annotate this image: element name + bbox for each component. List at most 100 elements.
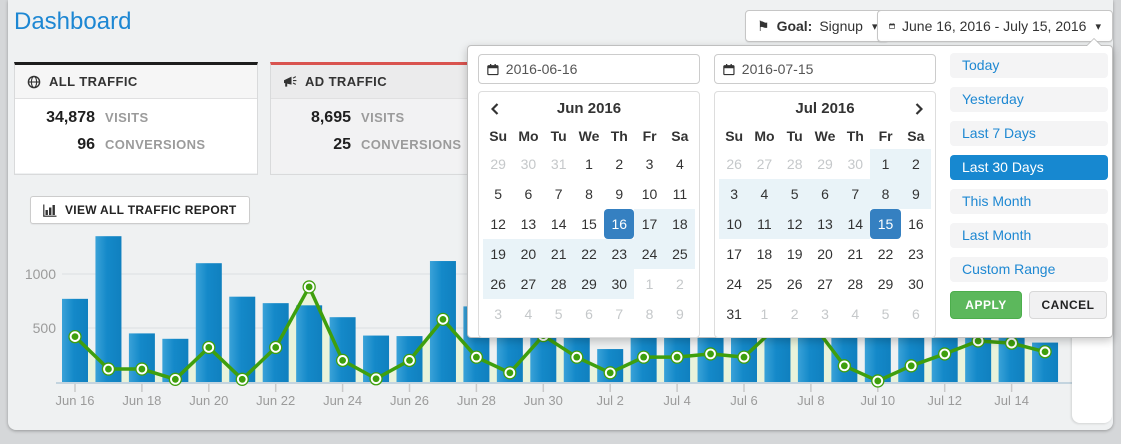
calendar-day[interactable]: 24 — [634, 239, 665, 269]
calendar-day[interactable]: 16 — [908, 216, 924, 232]
calendar-day[interactable]: 18 — [756, 246, 773, 262]
calendar-day[interactable]: 30 — [847, 156, 864, 172]
calendar-day[interactable]: 4 — [749, 179, 780, 209]
calendar-day[interactable]: 11 — [749, 209, 780, 239]
calendar-day[interactable]: 30 — [604, 269, 635, 299]
calendar-day[interactable]: 4 — [675, 156, 684, 172]
calendar-day[interactable]: 28 — [847, 276, 864, 292]
calendar-day[interactable]: 6 — [524, 186, 533, 202]
calendar-day[interactable]: 28 — [543, 269, 574, 299]
cancel-button[interactable]: CANCEL — [1029, 291, 1107, 319]
view-all-traffic-report-button[interactable]: VIEW ALL TRAFFIC REPORT — [30, 196, 250, 224]
calendar-day[interactable]: 26 — [786, 276, 803, 292]
calendar-day[interactable]: 5 — [779, 179, 810, 209]
preset-last-7-days[interactable]: Last 7 Days — [950, 121, 1108, 146]
calendar-day[interactable]: 14 — [840, 209, 871, 239]
calendar-day[interactable]: 5 — [554, 306, 563, 322]
calendar-day[interactable]: 5 — [881, 306, 890, 322]
calendar-day[interactable]: 22 — [877, 246, 894, 262]
calendar-day[interactable]: 14 — [550, 216, 567, 232]
calendar-day[interactable]: 25 — [756, 276, 773, 292]
calendar-day[interactable]: 12 — [779, 209, 810, 239]
calendar-day[interactable]: 28 — [786, 156, 803, 172]
calendar-day[interactable]: 11 — [672, 186, 688, 202]
calendar-day[interactable]: 26 — [483, 269, 514, 299]
calendar-day[interactable]: 15 — [870, 209, 901, 239]
calendar-day[interactable]: 9 — [675, 306, 684, 322]
apply-button[interactable]: APPLY — [950, 291, 1022, 319]
calendar-day[interactable]: 13 — [520, 216, 537, 232]
calendar-day[interactable]: 26 — [726, 156, 742, 172]
calendar-day[interactable]: 7 — [615, 306, 624, 322]
calendar-day[interactable]: 27 — [756, 156, 773, 172]
calendar-day[interactable]: 4 — [524, 306, 533, 322]
calendar-day[interactable]: 21 — [847, 246, 864, 262]
calendar-day[interactable]: 25 — [664, 239, 695, 269]
calendar-day[interactable]: 15 — [581, 216, 597, 232]
calendar-day[interactable]: 6 — [809, 179, 841, 209]
preset-last-month[interactable]: Last Month — [950, 223, 1108, 248]
calendar-day[interactable]: 3 — [494, 306, 503, 322]
calendar-day[interactable]: 30 — [908, 276, 924, 292]
calendar-day[interactable]: 6 — [911, 306, 920, 322]
calendar-day[interactable]: 8 — [870, 179, 901, 209]
calendar-day[interactable]: 2 — [790, 306, 799, 322]
calendar-day[interactable]: 31 — [550, 156, 567, 172]
calendar-day[interactable]: 4 — [851, 306, 860, 322]
calendar-day[interactable]: 10 — [719, 209, 750, 239]
calendar-day[interactable]: 7 — [554, 186, 563, 202]
calendar-day[interactable]: 10 — [641, 186, 658, 202]
all-traffic-card[interactable]: ALL TRAFFIC 34,878 VISITS 96 CONVERSIONS — [14, 62, 258, 175]
calendar-day[interactable]: 3 — [821, 306, 829, 322]
calendar-day[interactable]: 1 — [760, 306, 769, 322]
calendar-day[interactable]: 27 — [513, 269, 544, 299]
preset-today[interactable]: Today — [950, 53, 1108, 78]
calendar-day[interactable]: 23 — [908, 246, 924, 262]
calendar-day[interactable]: 2 — [900, 149, 931, 179]
start-date-input[interactable] — [505, 61, 691, 77]
daterange-dropdown-button[interactable]: June 16, 2016 - July 15, 2016 ▾ — [877, 10, 1113, 42]
calendar-day[interactable]: 19 — [786, 246, 803, 262]
calendar-day[interactable]: 2 — [675, 276, 684, 292]
calendar-day[interactable]: 19 — [483, 239, 514, 269]
calendar-day[interactable]: 29 — [877, 276, 894, 292]
calendar-day[interactable]: 17 — [726, 246, 742, 262]
calendar-day[interactable]: 30 — [520, 156, 537, 172]
next-month-button[interactable] — [909, 95, 929, 123]
calendar-day[interactable]: 18 — [664, 209, 695, 239]
calendar-day[interactable]: 9 — [615, 186, 624, 202]
calendar-day[interactable]: 29 — [573, 269, 605, 299]
calendar-day[interactable]: 20 — [817, 246, 833, 262]
calendar-day[interactable]: 5 — [494, 186, 503, 202]
goal-dropdown-button[interactable]: ⚑ Goal: Signup ▾ — [745, 10, 890, 42]
calendar-day[interactable]: 27 — [817, 276, 833, 292]
calendar-day[interactable]: 9 — [900, 179, 931, 209]
calendar-day[interactable]: 16 — [604, 209, 635, 239]
prev-month-button[interactable] — [485, 95, 505, 123]
calendar-day[interactable]: 23 — [604, 239, 635, 269]
calendar-day[interactable]: 6 — [585, 306, 593, 322]
calendar-day[interactable]: 13 — [809, 209, 841, 239]
calendar-day[interactable]: 29 — [817, 156, 833, 172]
preset-yesterday[interactable]: Yesterday — [950, 87, 1108, 112]
calendar-day[interactable]: 3 — [719, 179, 750, 209]
calendar-day[interactable]: 8 — [585, 186, 593, 202]
calendar-day[interactable]: 12 — [490, 216, 506, 232]
calendar-day[interactable]: 1 — [585, 156, 593, 172]
calendar-day[interactable]: 8 — [645, 306, 654, 322]
calendar-day[interactable]: 17 — [634, 209, 665, 239]
calendar-day[interactable]: 20 — [513, 239, 544, 269]
calendar-day[interactable]: 24 — [726, 276, 742, 292]
calendar-day[interactable]: 29 — [490, 156, 506, 172]
preset-this-month[interactable]: This Month — [950, 189, 1108, 214]
calendar-day[interactable]: 7 — [840, 179, 871, 209]
calendar-day[interactable]: 1 — [645, 276, 654, 292]
end-date-input[interactable] — [741, 61, 927, 77]
calendar-day[interactable]: 21 — [543, 239, 574, 269]
calendar-day[interactable]: 1 — [870, 149, 901, 179]
preset-custom-range[interactable]: Custom Range — [950, 257, 1108, 282]
calendar-day[interactable]: 22 — [573, 239, 605, 269]
calendar-day[interactable]: 31 — [726, 306, 742, 322]
preset-last-30-days[interactable]: Last 30 Days — [950, 155, 1108, 180]
calendar-day[interactable]: 2 — [615, 156, 624, 172]
